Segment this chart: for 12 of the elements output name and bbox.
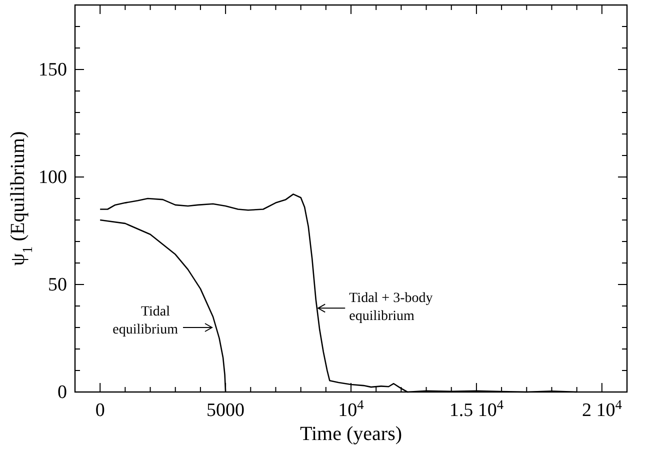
x-axis-title: Time (years) [300, 423, 402, 445]
x-tick-label: 2 10$^{4}$ [582, 396, 622, 421]
annotation: Tidal + 3-body equilibrium [349, 291, 433, 324]
x-tick-label: 10$^{4}$ [338, 396, 364, 421]
x-tick-label: 5000 [206, 400, 245, 421]
annotation: Tidal equilibrium [112, 304, 178, 338]
x-tick-label: 1.5 10$^{4}$ [449, 396, 504, 421]
y-tick-label: 100 [38, 167, 67, 188]
y-tick-label: 0 [58, 382, 67, 403]
y-tick-label: 150 [38, 60, 67, 80]
x-tick-label: 0 [95, 400, 105, 421]
y-tick-label: 50 [48, 274, 67, 296]
